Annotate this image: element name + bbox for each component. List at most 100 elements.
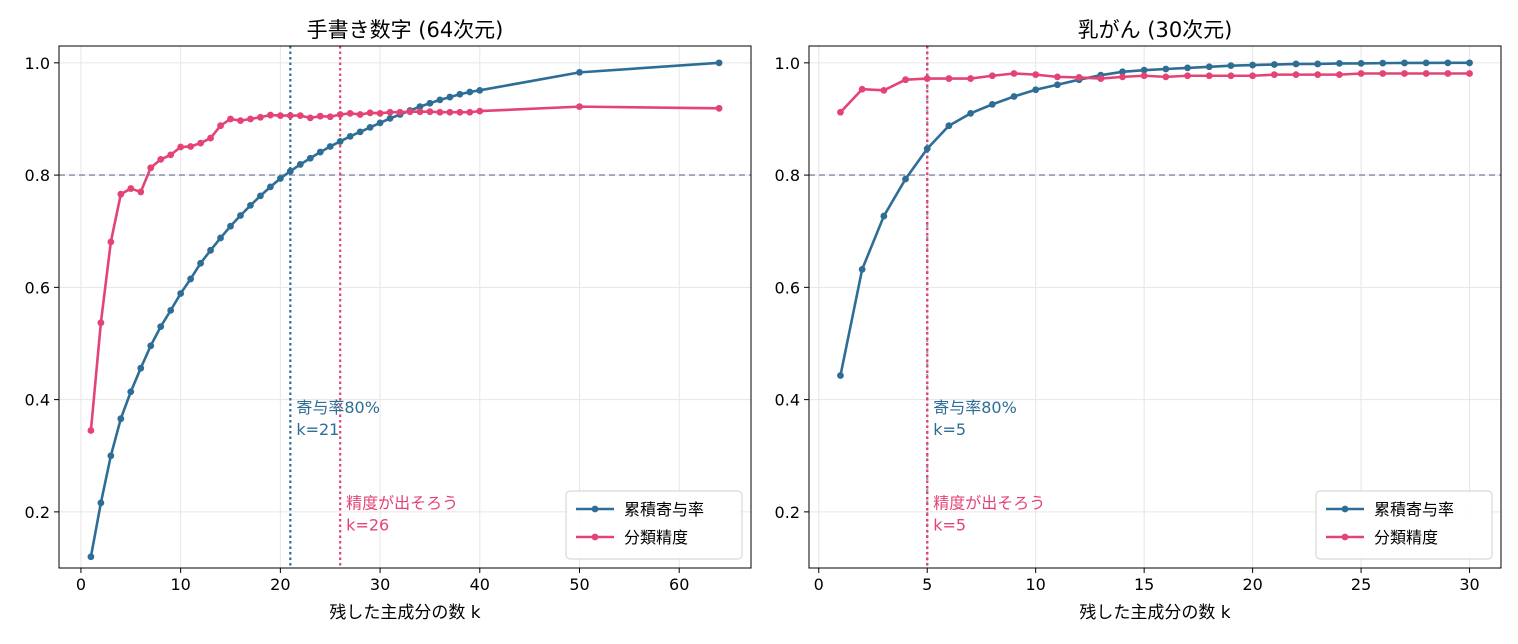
data-point bbox=[97, 319, 105, 327]
data-point bbox=[147, 342, 155, 350]
data-point bbox=[1119, 73, 1126, 81]
data-point bbox=[436, 108, 444, 116]
data-point bbox=[1010, 93, 1018, 100]
series-line-1 bbox=[89, 105, 720, 431]
data-point bbox=[386, 108, 394, 116]
data-point bbox=[117, 415, 125, 423]
data-point bbox=[837, 108, 844, 116]
x-tick-label: 40 bbox=[470, 575, 490, 594]
data-point bbox=[276, 175, 284, 182]
data-point bbox=[1227, 62, 1235, 70]
data-point bbox=[988, 100, 996, 108]
legend-swatch-marker bbox=[1341, 533, 1349, 541]
data-point bbox=[227, 222, 234, 230]
data-point bbox=[1444, 59, 1452, 67]
data-point bbox=[177, 143, 185, 151]
legend-swatch-marker bbox=[1341, 505, 1349, 513]
data-point bbox=[902, 76, 909, 84]
data-point bbox=[306, 154, 314, 162]
data-point bbox=[456, 108, 464, 116]
data-point bbox=[1314, 60, 1322, 68]
data-point bbox=[446, 93, 454, 101]
data-point bbox=[107, 452, 115, 460]
y-tick-label: 0.2 bbox=[25, 503, 50, 522]
data-point bbox=[967, 75, 975, 82]
data-point bbox=[576, 68, 583, 76]
data-point bbox=[1379, 59, 1387, 67]
data-point bbox=[923, 145, 931, 153]
data-point bbox=[346, 132, 354, 140]
data-point bbox=[227, 115, 234, 123]
data-point bbox=[197, 139, 204, 147]
data-point bbox=[87, 553, 95, 561]
data-point bbox=[266, 111, 274, 119]
x-axis-label: 残した主成分の数 k bbox=[1079, 603, 1230, 623]
y-tick-label: 0.4 bbox=[775, 391, 800, 410]
x-tick-label: 10 bbox=[170, 575, 190, 594]
data-point bbox=[127, 185, 135, 192]
data-point bbox=[1205, 72, 1213, 80]
y-tick-label: 0.4 bbox=[25, 391, 50, 410]
data-point bbox=[247, 202, 254, 209]
annotation-k: k=5 bbox=[933, 515, 966, 534]
data-point bbox=[715, 59, 723, 67]
x-tick-label: 20 bbox=[270, 575, 290, 594]
annotation-label: 精度が出そろう bbox=[933, 493, 1045, 512]
data-point bbox=[296, 161, 304, 168]
plot-frame bbox=[58, 45, 752, 569]
data-point bbox=[1422, 59, 1430, 67]
data-point bbox=[376, 109, 384, 117]
data-point bbox=[837, 372, 844, 379]
data-point bbox=[207, 246, 214, 254]
data-point bbox=[945, 122, 953, 130]
data-point bbox=[1184, 72, 1191, 80]
x-tick-label: 0 bbox=[814, 575, 824, 594]
data-point bbox=[1032, 86, 1040, 94]
data-point bbox=[1422, 70, 1430, 77]
data-point bbox=[426, 99, 434, 107]
data-point bbox=[356, 128, 364, 136]
legend-label: 分類精度 bbox=[1374, 528, 1438, 547]
annotation-label: 寄与率80% bbox=[296, 398, 380, 417]
data-point bbox=[1357, 60, 1365, 67]
data-point bbox=[1205, 63, 1213, 71]
x-tick-label: 0 bbox=[76, 575, 86, 594]
data-point bbox=[1010, 70, 1018, 77]
data-point bbox=[456, 90, 464, 98]
series-line-0 bbox=[839, 61, 1470, 376]
data-point bbox=[446, 108, 454, 116]
data-point bbox=[137, 364, 145, 372]
data-point bbox=[217, 234, 224, 242]
chart-title: 乳がん (30次元) bbox=[1078, 18, 1233, 42]
data-point bbox=[127, 388, 135, 396]
data-point bbox=[1314, 71, 1322, 79]
data-point bbox=[237, 212, 244, 219]
data-point bbox=[296, 112, 304, 119]
chart-panel-digits: 寄与率80% k=21 精度が出そろう k=26 0 10 20 30 40 50 60 0.2 0.4… bbox=[25, 18, 752, 623]
x-tick-label: 60 bbox=[669, 575, 689, 594]
data-point bbox=[1357, 70, 1365, 77]
data-point bbox=[1184, 64, 1191, 72]
data-point bbox=[266, 183, 274, 191]
x-tick-label: 10 bbox=[1026, 575, 1046, 594]
data-point bbox=[1162, 65, 1170, 73]
data-point bbox=[880, 86, 888, 94]
data-point bbox=[257, 113, 264, 121]
data-point bbox=[1335, 60, 1343, 67]
data-point bbox=[1140, 66, 1148, 74]
y-tick-label: 0.6 bbox=[775, 278, 800, 297]
data-point bbox=[416, 108, 424, 116]
data-point bbox=[858, 85, 866, 93]
data-point bbox=[376, 119, 384, 127]
data-point bbox=[316, 112, 324, 120]
x-tick-label: 50 bbox=[569, 575, 589, 594]
data-point bbox=[117, 190, 125, 198]
data-point bbox=[147, 164, 155, 172]
data-point bbox=[466, 108, 474, 116]
annotation-k: k=21 bbox=[296, 420, 339, 439]
data-point bbox=[1162, 73, 1170, 81]
data-point bbox=[87, 427, 95, 434]
x-tick-label: 5 bbox=[922, 575, 932, 594]
x-axis-label: 残した主成分の数 k bbox=[329, 603, 480, 623]
